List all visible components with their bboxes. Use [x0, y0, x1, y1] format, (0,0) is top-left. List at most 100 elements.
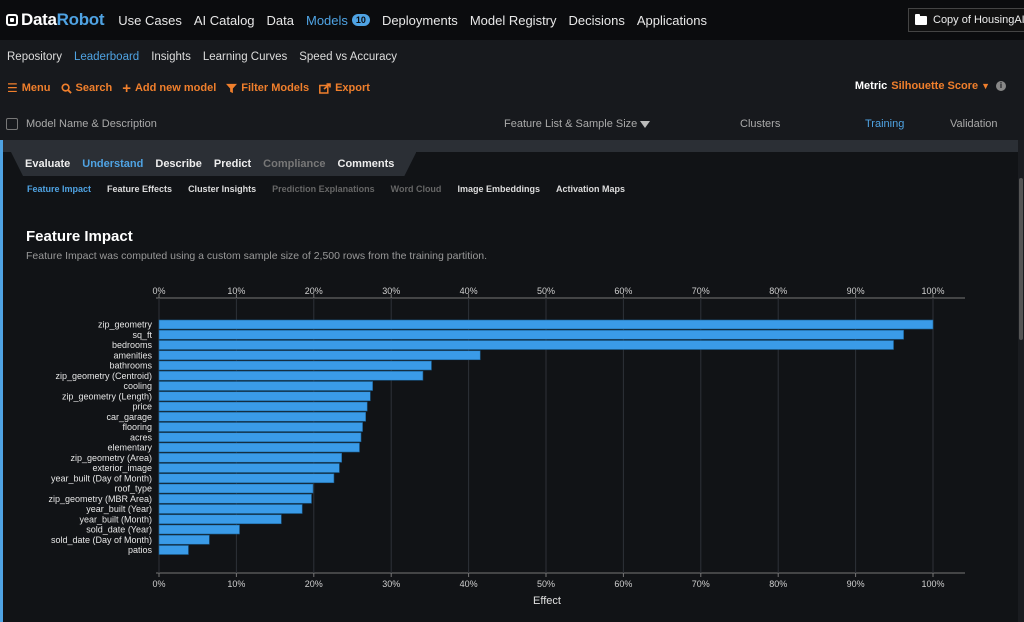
column-validation[interactable]: Validation	[950, 118, 998, 130]
feature-label: year_built (Month)	[79, 514, 152, 524]
subtab-feature-effects[interactable]: Feature Effects	[107, 184, 173, 194]
datarobot-logo[interactable]: DataRobot	[6, 10, 105, 30]
bar-zip-geometry-centroid-[interactable]	[158, 370, 424, 381]
feature-label: exterior_image	[92, 463, 152, 473]
filter-icon	[226, 83, 238, 93]
search-icon	[60, 82, 72, 94]
bar-cooling[interactable]	[158, 381, 373, 391]
bar-patios[interactable]	[158, 545, 189, 555]
nav-ai-catalog[interactable]: AI Catalog	[193, 12, 255, 28]
x-tick-label-top: 40%	[460, 286, 478, 296]
feature-label: sold_date (Day of Month)	[51, 535, 152, 545]
tab-predict[interactable]: Predict	[213, 158, 252, 170]
x-tick-label-bottom: 10%	[227, 579, 245, 589]
bar-year-built-day-of-month-[interactable]	[158, 473, 335, 484]
top-navbar: DataRobot Use Cases AI Catalog Data Mode…	[0, 0, 1024, 40]
bar-acres[interactable]	[158, 432, 362, 443]
info-icon[interactable]: i	[996, 81, 1006, 91]
nav-data[interactable]: Data	[266, 12, 294, 28]
export-button[interactable]: Export	[319, 82, 370, 94]
bar-year-built-year-[interactable]	[158, 504, 303, 514]
logo-text-robot: Robot	[56, 10, 105, 29]
bar-sq-ft[interactable]	[158, 329, 904, 340]
feature-label: car_garage	[106, 412, 152, 422]
feature-label: year_built (Year)	[86, 504, 152, 514]
tab-understand[interactable]: Understand	[82, 158, 144, 170]
subnav-learning-curves[interactable]: Learning Curves	[202, 50, 288, 63]
subtab-image-embeddings[interactable]: Image Embeddings	[457, 184, 540, 194]
feature-label: zip_geometry	[98, 320, 153, 330]
plus-icon: +	[122, 79, 131, 97]
x-tick-label-top: 0%	[152, 286, 165, 296]
subnav-leaderboard[interactable]: Leaderboard	[73, 50, 140, 63]
leaderboard-toolbar: ☰ Menu Search + Add new model Filter Model…	[0, 76, 1024, 100]
x-tick-label-top: 30%	[382, 286, 400, 296]
nav-applications[interactable]: Applications	[636, 12, 707, 28]
export-icon	[319, 82, 331, 94]
bar-bedrooms[interactable]	[158, 340, 894, 350]
subtab-word-cloud[interactable]: Word Cloud	[390, 184, 442, 194]
bar-year-built-month-[interactable]	[158, 514, 282, 525]
chevron-down-icon[interactable]: ▼	[981, 81, 990, 91]
menu-button[interactable]: ☰ Menu	[7, 81, 51, 95]
bar-price[interactable]	[158, 401, 368, 412]
bar-exterior-image[interactable]	[158, 463, 340, 473]
bar-zip-geometry-area-[interactable]	[158, 452, 342, 463]
tab-comments[interactable]: Comments	[337, 158, 395, 170]
column-training[interactable]: Training	[865, 118, 905, 130]
bar-zip-geometry-length-[interactable]	[158, 391, 371, 402]
subtab-cluster-insights[interactable]: Cluster Insights	[188, 184, 257, 194]
x-tick-label-bottom: 20%	[305, 579, 323, 589]
x-tick-label-bottom: 0%	[152, 579, 165, 589]
tab-evaluate[interactable]: Evaluate	[25, 158, 71, 170]
bar-sold-date-year-[interactable]	[158, 524, 240, 535]
search-button[interactable]: Search	[60, 82, 112, 94]
feature-label: acres	[130, 432, 153, 442]
bar-zip-geometry-mbr-area-[interactable]	[158, 493, 312, 504]
subnav-insights[interactable]: Insights	[151, 50, 191, 63]
feature-label: zip_geometry (Area)	[70, 453, 152, 463]
nav-decisions[interactable]: Decisions	[568, 12, 625, 28]
subtab-activation-maps[interactable]: Activation Maps	[555, 184, 625, 194]
tab-compliance[interactable]: Compliance	[263, 158, 326, 170]
project-selector[interactable]: Copy of HousingAI	[908, 8, 1024, 32]
x-tick-label-bottom: 80%	[769, 579, 787, 589]
bar-sold-date-day-of-month-[interactable]	[158, 534, 210, 545]
bar-bathrooms[interactable]	[158, 360, 432, 371]
page-scrollbar[interactable]	[1018, 140, 1024, 622]
feature-label: year_built (Day of Month)	[51, 473, 152, 483]
nav-deployments[interactable]: Deployments	[381, 12, 458, 28]
bar-flooring[interactable]	[158, 422, 363, 432]
x-tick-label-top: 100%	[921, 286, 944, 296]
add-new-model-button[interactable]: + Add new model	[122, 79, 217, 97]
tab-describe[interactable]: Describe	[155, 158, 202, 170]
bar-elementary[interactable]	[158, 442, 360, 453]
panel-top-bar	[3, 140, 1018, 152]
select-all-checkbox[interactable]	[6, 118, 18, 130]
column-model-name[interactable]: Model Name & Description	[26, 118, 157, 130]
nav-use-cases[interactable]: Use Cases	[118, 12, 182, 28]
subtab-feature-impact[interactable]: Feature Impact	[27, 184, 92, 194]
nav-models[interactable]: Models 10	[306, 13, 370, 28]
column-feature-list[interactable]: Feature List & Sample Size	[504, 118, 651, 130]
column-clusters[interactable]: Clusters	[740, 118, 781, 130]
bar-zip-geometry[interactable]	[158, 319, 934, 330]
subtab-prediction-explanations[interactable]: Prediction Explanations	[272, 184, 375, 194]
model-tabs: Evaluate Understand Describe Predict Com…	[11, 152, 416, 176]
column-filter-icon[interactable]	[640, 120, 651, 128]
metric-dropdown[interactable]: Silhouette Score	[891, 80, 979, 92]
bar-car-garage[interactable]	[158, 411, 366, 422]
bar-roof-type[interactable]	[158, 483, 314, 494]
leaderboard-table-header: Model Name & Description Feature List & …	[0, 110, 1024, 138]
folder-icon	[915, 13, 927, 25]
subnav-speed-vs-accuracy[interactable]: Speed vs Accuracy	[299, 50, 398, 63]
feature-label: price	[132, 402, 152, 412]
filter-models-button[interactable]: Filter Models	[226, 82, 309, 94]
nav-model-registry[interactable]: Model Registry	[469, 12, 557, 28]
subnav-repository[interactable]: Repository	[7, 50, 62, 63]
scrollbar-thumb[interactable]	[1019, 178, 1023, 340]
x-tick-label-bottom: 90%	[847, 579, 865, 589]
x-tick-label-top: 10%	[227, 286, 245, 296]
bar-amenities[interactable]	[158, 350, 481, 361]
x-tick-label-top: 60%	[614, 286, 632, 296]
